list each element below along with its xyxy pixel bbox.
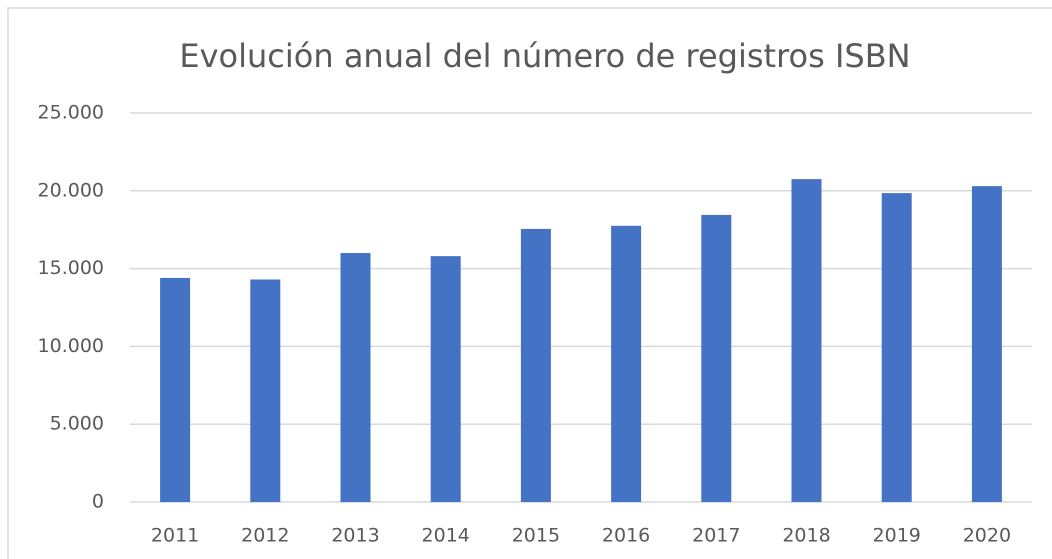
x-tick-label: 2017 [692,525,740,547]
bar [160,277,191,502]
y-tick-label: 15.000 [38,257,104,279]
y-tick-label: 10.000 [38,335,104,357]
bar [250,279,281,502]
y-tick-label: 25.000 [38,102,104,124]
y-tick-label: 20.000 [38,179,104,201]
bar [791,179,822,502]
bar [520,228,551,502]
bar [340,253,371,502]
bar [430,256,461,502]
x-tick-label: 2018 [782,525,830,547]
x-tick-label: 2015 [512,525,560,547]
bar [881,193,912,502]
bar [701,214,732,502]
y-tick-label: 5.000 [50,413,104,435]
y-tick-label: 0 [92,491,104,513]
x-tick-label: 2012 [241,525,289,547]
x-tick-label: 2014 [422,525,470,547]
x-tick-label: 2013 [331,525,379,547]
x-tick-label: 2020 [963,525,1011,547]
x-tick-label: 2019 [873,525,921,547]
chart-title: Evolución anual del número de registros … [179,37,910,75]
x-tick-label: 2011 [151,525,199,547]
bar [971,186,1002,502]
x-tick-label: 2016 [602,525,650,547]
bar [611,225,642,502]
chart-frame [7,7,1052,559]
